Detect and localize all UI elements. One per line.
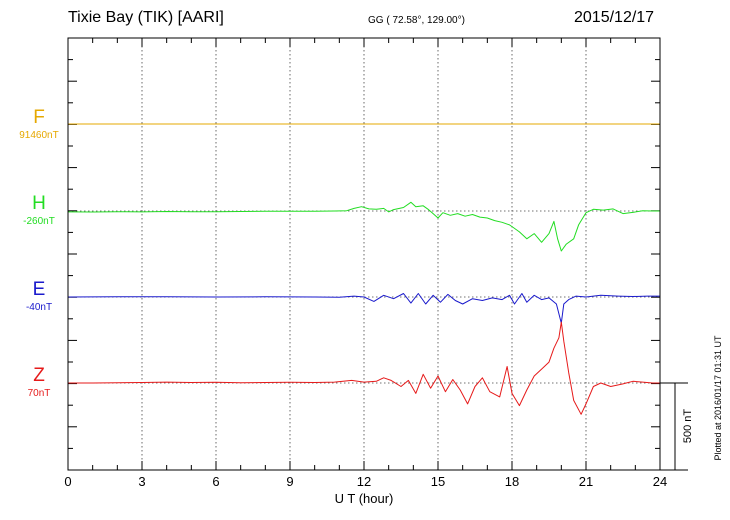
x-tick-label: 12	[357, 474, 371, 489]
series-line-e	[67, 293, 660, 324]
x-axis-label: U T (hour)	[335, 491, 394, 506]
x-tick-labels: 0 3 6 9 12 15 18 21 24	[64, 474, 667, 489]
x-tick-label: 0	[64, 474, 71, 489]
scale-bar	[660, 382, 688, 471]
component-name: Z	[33, 365, 45, 386]
series-line-h	[67, 201, 660, 252]
component-label-e: E -40nT	[8, 280, 70, 314]
component-baseline: 91460nT	[19, 130, 59, 141]
x-tick-label: 3	[138, 474, 145, 489]
x-tick-label: 15	[431, 474, 445, 489]
series-line-z	[68, 321, 660, 415]
x-tick-label: 9	[286, 474, 293, 489]
plotted-timestamp: Plotted at 2016/01/17 01:31 UT	[713, 335, 723, 461]
series-lines	[67, 123, 660, 415]
component-name: F	[33, 107, 45, 128]
component-name: E	[32, 279, 46, 300]
component-baseline: 70nT	[27, 388, 51, 399]
component-label-h: H -260nT	[8, 194, 70, 228]
station-title: Tixie Bay (TIK) [AARI]	[68, 9, 224, 26]
x-tick-label: 6	[212, 474, 219, 489]
component-baseline: -40nT	[25, 302, 53, 313]
grid-lines	[68, 38, 660, 470]
date-label: 2015/12/17	[574, 9, 655, 26]
x-tick-label: 18	[505, 474, 519, 489]
coordinates-label: GG ( 72.58°, 129.00°)	[368, 15, 465, 26]
component-baseline: -260nT	[23, 216, 55, 227]
scale-bar-label: 500 nT	[682, 408, 694, 444]
axis-ticks	[67, 37, 661, 470]
component-label-z: Z 70nT	[8, 366, 70, 400]
component-name: H	[32, 193, 46, 214]
x-tick-label: 24	[653, 474, 667, 489]
plot-frame	[67, 37, 661, 471]
x-tick-label: 21	[579, 474, 593, 489]
component-label-f: F 91460nT	[8, 108, 70, 142]
